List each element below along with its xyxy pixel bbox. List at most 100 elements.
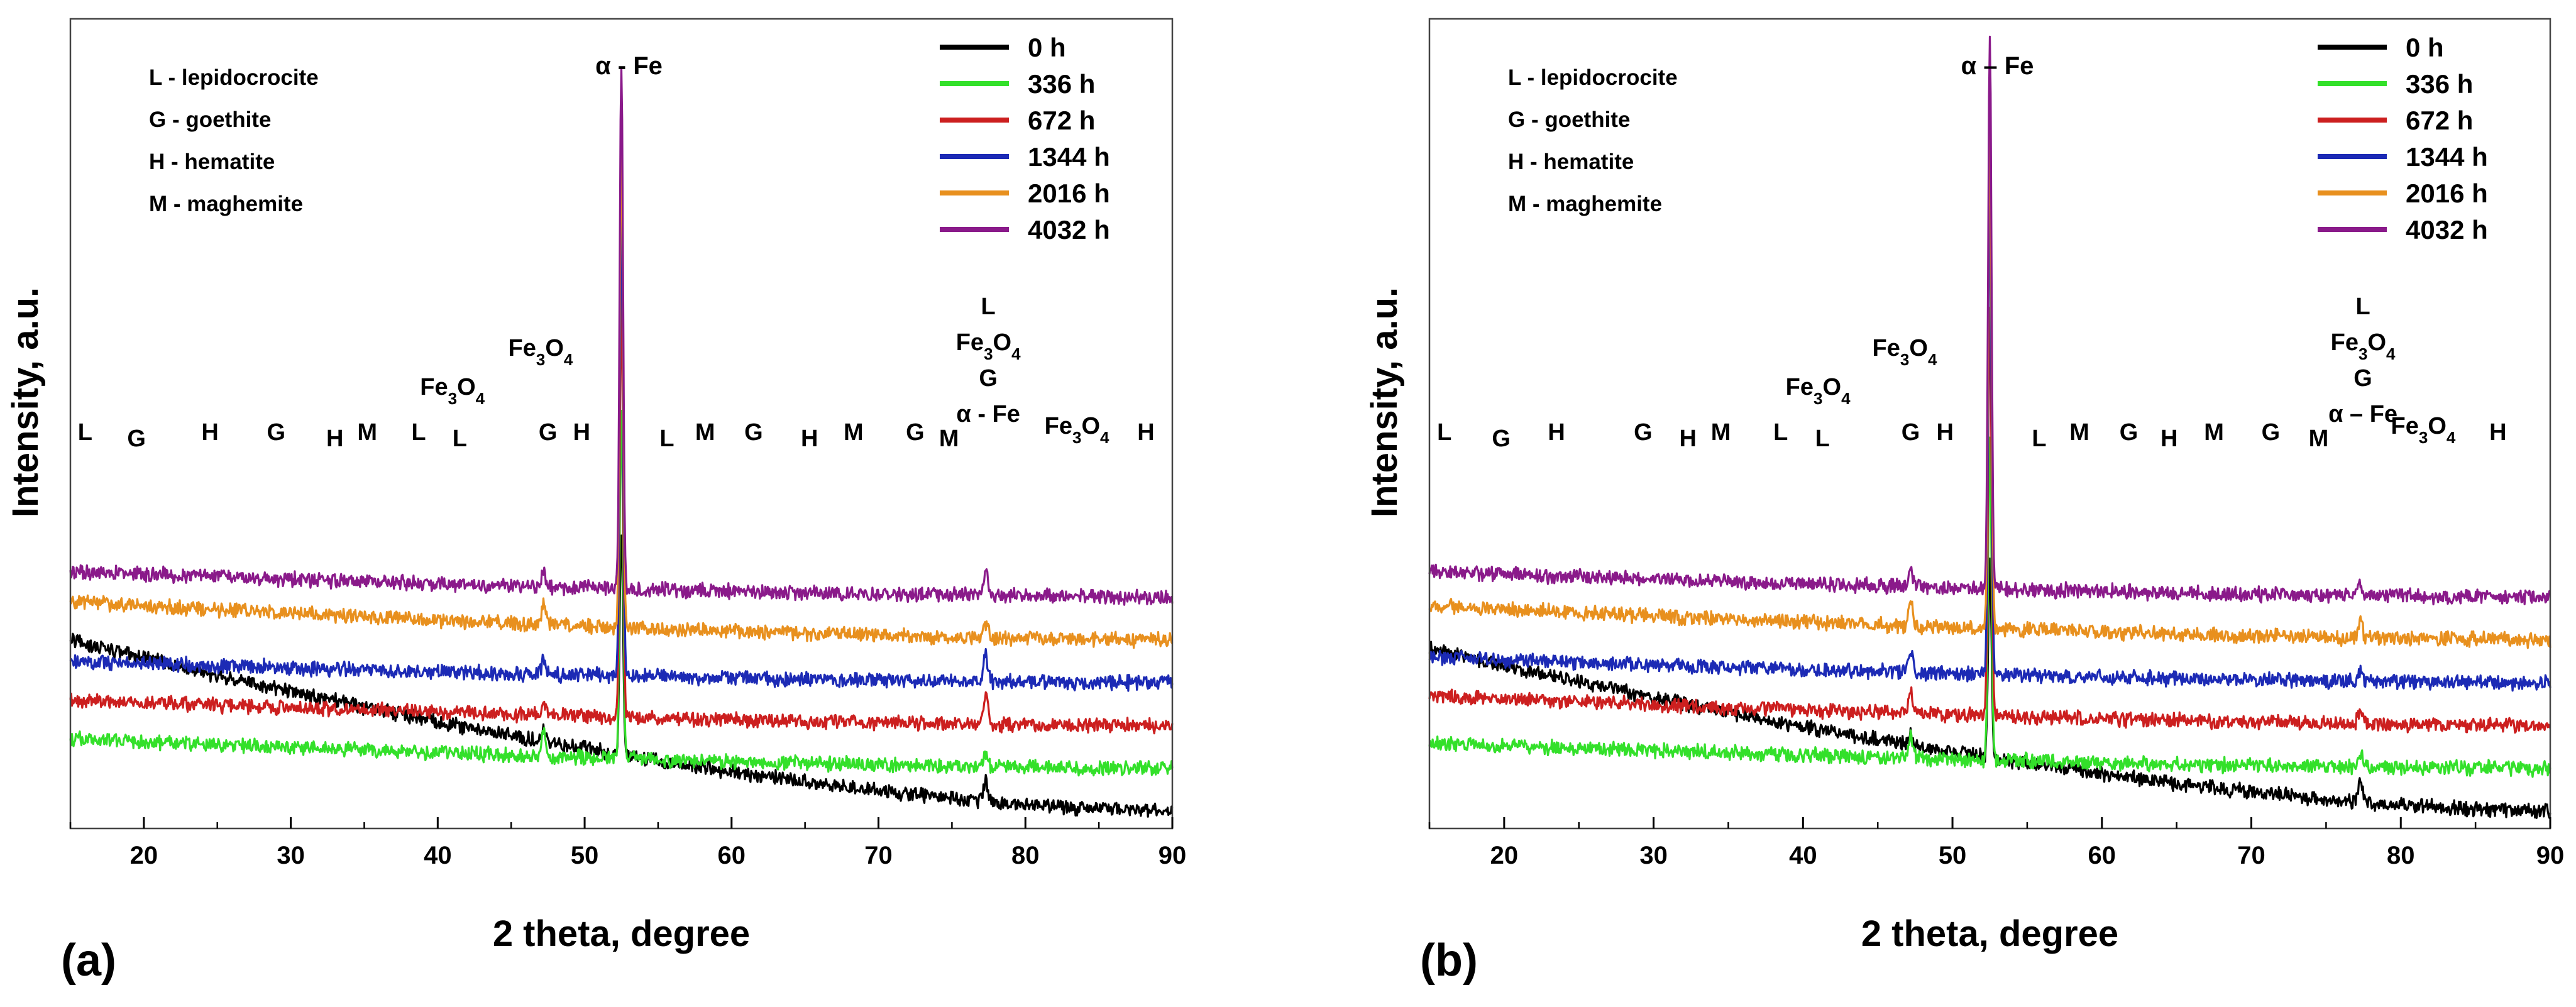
series-line-672h — [69, 293, 1174, 735]
legend-label: 1344 h — [2406, 142, 2488, 172]
panel-b: 20 30 40 50 60 70 80 90 2 theta, degree Intensity… — [1364, 18, 2564, 986]
alpha-fe-peak-label: α - Fe — [595, 52, 663, 80]
phase-annotation: H — [1936, 419, 1953, 446]
phase-annotation: L — [78, 419, 92, 446]
abbreviation-entry: L - lepidocrocite — [1508, 65, 1678, 90]
phase-annotation: G — [2262, 419, 2281, 446]
stack-annotation-line: α – Fe — [2328, 401, 2397, 427]
fe3o4-annotation: Fe3O4 — [1873, 335, 1937, 369]
phase-annotation: G — [127, 426, 146, 452]
legend-label: 2016 h — [1028, 179, 1110, 208]
panel-label: (b) — [1420, 935, 1478, 986]
x-tick-label: 80 — [2387, 842, 2415, 869]
legend-label: 2016 h — [2406, 179, 2488, 208]
legend-label: 4032 h — [2406, 215, 2488, 245]
phase-annotation: G — [1492, 426, 1511, 452]
abbreviation-entry: H - hematite — [149, 150, 275, 174]
x-tick-label: 40 — [1789, 842, 1817, 869]
stack-annotation-line: G — [2353, 365, 2372, 392]
x-tick-label: 60 — [718, 842, 746, 869]
stack-annotation-line: L — [981, 294, 996, 320]
phase-annotation: L — [2032, 426, 2046, 452]
phase-annotation: M — [844, 419, 864, 446]
phase-annotation: H — [1680, 426, 1697, 452]
phase-annotation: L — [1815, 426, 1830, 452]
abbreviation-entry: M - maghemite — [1508, 192, 1662, 216]
legend-label: 336 h — [2406, 69, 2473, 99]
phase-annotation: H — [801, 426, 818, 452]
stack-annotation-line: L — [2355, 294, 2370, 320]
phase-annotation: G — [539, 419, 558, 446]
x-axis-title: 2 theta, degree — [1861, 913, 2118, 954]
phase-annotation: L — [1773, 419, 1788, 446]
phase-annotation: L — [411, 419, 426, 446]
y-axis-title: Intensity, a.u. — [1364, 287, 1405, 517]
x-tick-label: 70 — [864, 842, 893, 869]
phase-annotation: G — [1634, 419, 1653, 446]
series-line-0h — [1428, 558, 2551, 819]
plot-frame — [1428, 18, 2551, 830]
x-tick-label: 90 — [1159, 842, 1187, 869]
x-axis-title: 2 theta, degree — [493, 913, 750, 954]
abbreviation-entry: G - goethite — [1508, 107, 1630, 132]
legend-label: 0 h — [2406, 33, 2444, 62]
fe3o4-annotation: Fe3O4 — [2391, 413, 2455, 447]
x-tick-label: 60 — [2088, 842, 2116, 869]
fe3o4-annotation: Fe3O4 — [1786, 374, 1851, 408]
x-tick-label: 50 — [571, 842, 599, 869]
x-tick-label: 40 — [424, 842, 452, 869]
phase-annotation: H — [2489, 419, 2506, 446]
abbreviation-entry: H - hematite — [1508, 150, 1634, 174]
phase-annotation: H — [326, 426, 343, 452]
phase-annotation: H — [1137, 419, 1154, 446]
x-tick-label: 20 — [1490, 842, 1519, 869]
legend-label: 672 h — [2406, 106, 2473, 135]
phase-annotation: G — [1902, 419, 1920, 446]
series-line-0h — [69, 534, 1174, 818]
abbreviation-entry: L - lepidocrocite — [149, 65, 319, 90]
panel-a: 20 30 40 50 60 70 80 90 2 theta, degree Intensity… — [5, 18, 1187, 986]
phase-annotation: L — [453, 426, 467, 452]
abbreviation-entry: G - goethite — [149, 107, 271, 132]
x-tick-label: 30 — [1639, 842, 1668, 869]
stack-annotation-line: G — [979, 365, 998, 392]
stack-annotation-line: α - Fe — [956, 401, 1020, 427]
fe3o4-annotation: Fe3O4 — [420, 374, 485, 408]
legend-label: 336 h — [1028, 69, 1095, 99]
panel-label: (a) — [61, 935, 116, 986]
legend-label: 4032 h — [1028, 215, 1110, 245]
plot-frame — [69, 18, 1174, 830]
phase-annotation: M — [2204, 419, 2224, 446]
x-tick-label: 70 — [2237, 842, 2265, 869]
series-line-4032h — [1428, 35, 2551, 606]
stack-annotation-line: Fe3O4 — [956, 329, 1021, 363]
x-tick-label: 30 — [277, 842, 305, 869]
fe3o4-annotation: Fe3O4 — [509, 335, 573, 369]
phase-annotation: M — [1711, 419, 1731, 446]
phase-annotation: H — [573, 419, 590, 446]
phase-annotation: H — [1548, 419, 1565, 446]
stack-annotation-line: Fe3O4 — [2331, 329, 2396, 363]
phase-annotation: M — [357, 419, 377, 446]
phase-annotation: L — [1437, 419, 1451, 446]
series-line-672h — [1428, 306, 2551, 734]
phase-annotation: G — [906, 419, 925, 446]
series-line-336h — [69, 410, 1174, 777]
phase-annotation: M — [2309, 426, 2329, 452]
phase-annotation: M — [695, 419, 715, 446]
series-group — [69, 67, 1174, 818]
phase-annotation: H — [2160, 426, 2177, 452]
series-line-1344h — [1428, 205, 2551, 692]
phase-annotation: M — [939, 426, 959, 452]
x-tick-label: 80 — [1011, 842, 1040, 869]
legend-label: 1344 h — [1028, 142, 1110, 172]
x-tick-label: 20 — [130, 842, 158, 869]
phase-annotation: G — [267, 419, 285, 446]
series-line-4032h — [69, 67, 1174, 606]
series-group — [1428, 35, 2551, 819]
phase-annotation: G — [2120, 419, 2138, 446]
legend-label: 0 h — [1028, 33, 1066, 62]
alpha-fe-peak-label: α – Fe — [1961, 52, 2034, 80]
phase-annotation: L — [659, 426, 674, 452]
